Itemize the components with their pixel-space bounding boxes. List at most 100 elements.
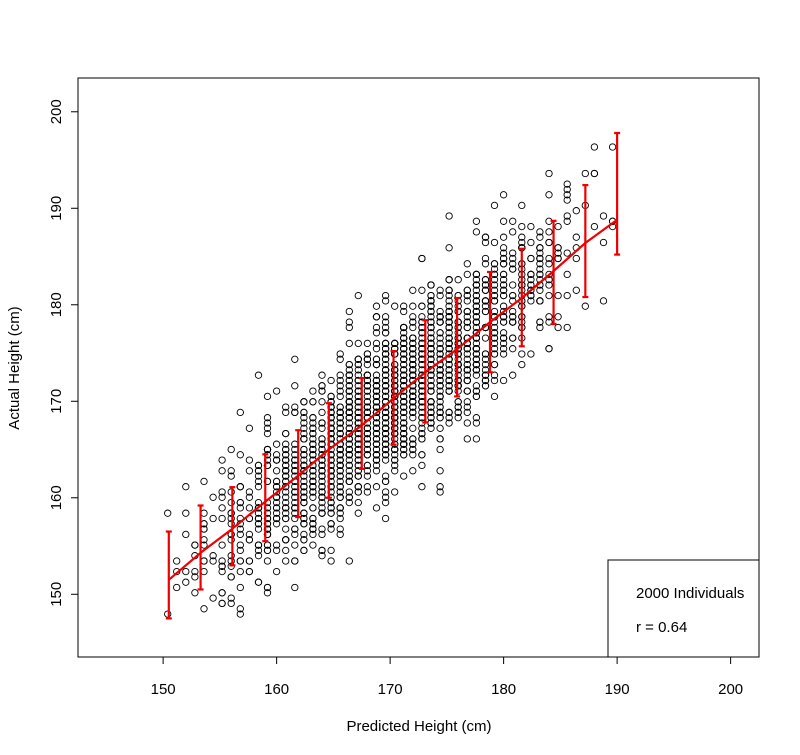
data-point <box>545 270 553 279</box>
data-point <box>400 392 408 401</box>
data-point <box>363 461 372 470</box>
data-point <box>499 244 508 252</box>
data-point <box>445 339 453 348</box>
data-point <box>318 546 326 555</box>
data-point <box>309 493 317 501</box>
data-point <box>436 350 444 358</box>
data-point <box>236 567 244 576</box>
data-point <box>454 387 462 395</box>
data-point <box>599 297 608 305</box>
data-point <box>300 498 308 507</box>
data-point <box>409 334 417 342</box>
data-point <box>318 456 326 464</box>
data-point <box>318 498 326 507</box>
data-point <box>400 345 408 353</box>
data-point <box>527 297 535 305</box>
x-tick-label: 200 <box>718 681 743 698</box>
data-point <box>254 546 263 555</box>
data-point <box>400 366 408 374</box>
data-point <box>391 435 399 443</box>
data-point <box>381 382 390 390</box>
data-point <box>300 445 308 454</box>
data-point <box>463 270 471 279</box>
data-point <box>381 339 390 348</box>
data-point <box>463 291 471 300</box>
data-point <box>518 222 526 231</box>
data-point <box>490 334 499 342</box>
data-point <box>236 546 244 555</box>
data-point <box>345 419 353 427</box>
data-point <box>391 445 399 454</box>
data-point <box>318 371 326 379</box>
data-point <box>472 291 481 300</box>
data-point <box>309 514 317 523</box>
data-point <box>436 286 444 294</box>
data-point <box>336 467 344 475</box>
data-point <box>254 371 263 379</box>
data-point <box>409 451 417 459</box>
data-point <box>481 334 490 342</box>
data-point <box>499 191 508 199</box>
data-point <box>381 477 390 486</box>
data-point <box>227 467 235 475</box>
data-point <box>490 260 499 268</box>
data-point <box>554 313 562 321</box>
data-point <box>409 414 417 422</box>
data-point <box>218 504 226 512</box>
data-point <box>272 514 281 523</box>
data-point <box>336 445 344 454</box>
data-point <box>400 387 408 395</box>
data-point <box>345 371 353 379</box>
data-point <box>409 302 417 310</box>
data-point <box>536 244 544 252</box>
data-point <box>427 382 435 390</box>
data-point <box>300 435 308 443</box>
data-point <box>463 260 471 268</box>
data-point <box>409 318 417 326</box>
data-point <box>427 355 435 363</box>
data-point <box>336 429 344 438</box>
data-point <box>509 318 517 326</box>
data-point <box>427 339 435 348</box>
data-point <box>354 509 362 517</box>
data-point <box>409 355 417 363</box>
data-point <box>191 589 199 597</box>
data-point <box>436 387 444 395</box>
data-point <box>354 498 362 507</box>
data-point <box>381 366 390 374</box>
data-point <box>363 387 372 395</box>
data-point <box>254 520 263 528</box>
data-point <box>363 403 372 411</box>
data-point <box>245 424 254 432</box>
data-point <box>427 398 435 406</box>
data-point <box>572 286 580 294</box>
data-point <box>445 376 453 385</box>
data-point <box>499 291 508 300</box>
data-point <box>318 467 326 475</box>
data-point <box>518 201 526 210</box>
data-point <box>527 350 535 358</box>
data-point <box>291 525 299 533</box>
data-point <box>481 233 490 241</box>
data-point <box>227 594 235 602</box>
data-point <box>490 323 499 332</box>
data-point <box>263 557 272 565</box>
data-point <box>327 520 335 528</box>
data-point <box>409 366 417 374</box>
data-point <box>336 408 344 417</box>
data-point <box>400 408 408 417</box>
data-point <box>354 339 362 348</box>
data-point <box>336 392 344 401</box>
data-point <box>536 265 544 273</box>
data-point <box>309 541 317 549</box>
data-point <box>400 451 408 459</box>
data-point <box>209 514 217 523</box>
data-point <box>400 435 408 443</box>
data-point <box>472 366 481 374</box>
data-point <box>336 424 344 432</box>
data-point <box>509 254 517 263</box>
data-point <box>272 509 281 517</box>
data-point <box>454 276 462 284</box>
data-point <box>345 398 353 406</box>
data-point <box>490 276 499 284</box>
